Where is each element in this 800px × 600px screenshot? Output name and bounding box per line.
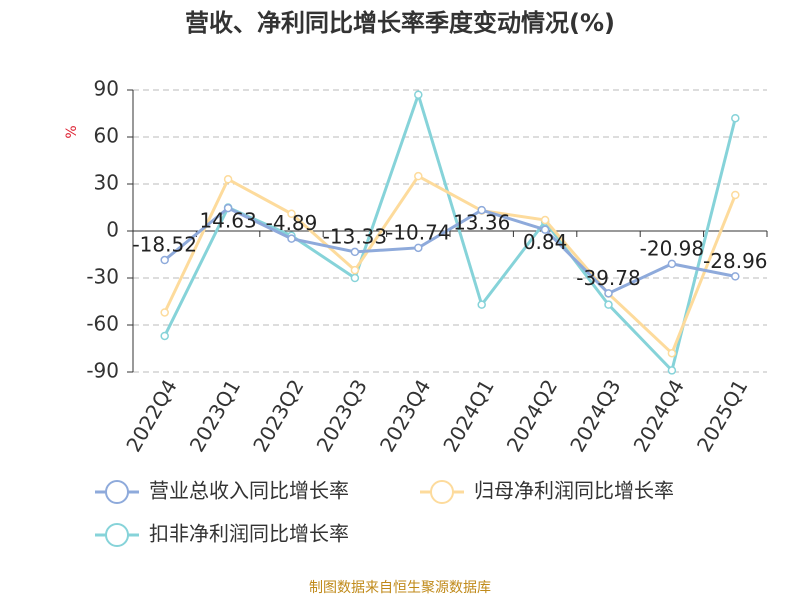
data-point bbox=[414, 243, 423, 253]
data-point bbox=[731, 272, 740, 281]
legend-marker bbox=[105, 523, 129, 547]
data-label: -28.96 bbox=[703, 249, 767, 273]
x-tick-label: 2023Q4 bbox=[375, 375, 435, 456]
y-tick-label: 30 bbox=[94, 171, 119, 195]
x-tick-label: 2023Q3 bbox=[312, 375, 372, 456]
y-tick-label: 90 bbox=[94, 77, 119, 101]
data-point bbox=[477, 205, 486, 215]
source-note: 制图数据来自恒生聚源数据库 bbox=[309, 580, 491, 596]
data-point bbox=[667, 366, 677, 375]
x-tick-label: 2024Q4 bbox=[629, 375, 689, 456]
x-tick-label: 2024Q2 bbox=[502, 375, 562, 456]
x-tick-label: 2023Q2 bbox=[248, 375, 308, 456]
data-point bbox=[540, 215, 550, 225]
data-point bbox=[477, 300, 486, 309]
legend-label: 营业总收入同比增长率 bbox=[149, 479, 349, 503]
data-label: -10.74 bbox=[386, 220, 450, 244]
y-axis-label: % bbox=[64, 125, 80, 138]
y-tick-label: -60 bbox=[86, 312, 119, 336]
data-point bbox=[731, 113, 740, 123]
data-point bbox=[287, 209, 296, 219]
data-point bbox=[731, 190, 740, 200]
data-label: -4.89 bbox=[266, 211, 318, 235]
data-label: -18.52 bbox=[132, 233, 196, 257]
data-label: -13.33 bbox=[323, 224, 387, 248]
data-label: -20.98 bbox=[640, 236, 704, 260]
data-point bbox=[667, 259, 677, 269]
data-point bbox=[160, 255, 169, 265]
data-label: -39.78 bbox=[576, 266, 640, 290]
data-label: 14.63 bbox=[199, 209, 256, 233]
data-point bbox=[223, 175, 233, 184]
data-point bbox=[540, 225, 550, 234]
legend-marker bbox=[430, 480, 454, 504]
data-point bbox=[414, 171, 423, 181]
legend-label: 归母净利润同比增长率 bbox=[474, 479, 674, 503]
data-point bbox=[667, 348, 677, 358]
series-line bbox=[163, 89, 737, 374]
series-line bbox=[163, 174, 737, 356]
y-tick-label: -30 bbox=[86, 265, 119, 289]
legend-label: 扣非净利润同比增长率 bbox=[149, 522, 349, 546]
data-point bbox=[350, 265, 360, 275]
chart-title: 营收、净利同比增长率季度变动情况(%) bbox=[185, 9, 615, 37]
y-tick-label: 0 bbox=[106, 218, 119, 242]
x-tick-label: 2022Q4 bbox=[121, 375, 181, 456]
data-point bbox=[160, 308, 169, 317]
series-line bbox=[163, 206, 736, 296]
x-tick-label: 2025Q1 bbox=[692, 375, 752, 456]
data-point bbox=[604, 300, 613, 309]
x-tick-label: 2024Q3 bbox=[565, 375, 625, 456]
data-label: 13.36 bbox=[453, 211, 510, 235]
x-tick-label: 2023Q1 bbox=[185, 375, 245, 456]
data-label: 0.84 bbox=[523, 230, 568, 254]
data-point bbox=[350, 273, 360, 283]
data-point bbox=[160, 331, 169, 341]
legend-marker bbox=[105, 480, 129, 504]
data-point bbox=[604, 289, 613, 298]
y-tick-label: 60 bbox=[94, 124, 119, 148]
data-point bbox=[414, 90, 423, 99]
y-tick-label: -90 bbox=[86, 359, 119, 383]
data-point bbox=[350, 247, 360, 257]
data-point bbox=[287, 234, 296, 243]
data-point bbox=[223, 203, 233, 213]
x-tick-label: 2024Q1 bbox=[438, 375, 498, 456]
